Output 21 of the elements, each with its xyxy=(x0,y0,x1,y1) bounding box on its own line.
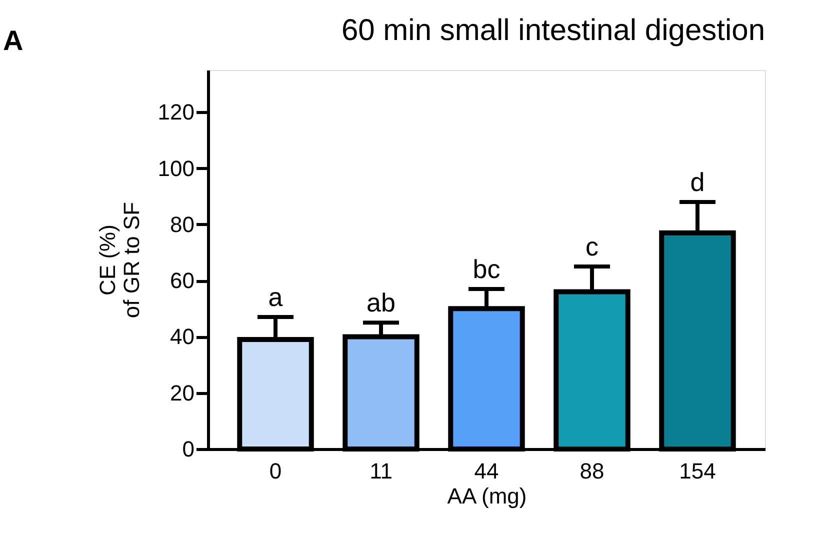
y-tick-label: 120 xyxy=(158,100,194,125)
chart-title: 60 min small intestinal digestion xyxy=(341,14,765,47)
y-axis-title: CE (%) of GR to SF xyxy=(94,202,144,318)
x-axis-title: AA (mg) xyxy=(447,484,527,508)
annotation: bc xyxy=(472,254,500,284)
y-tick-label: 0 xyxy=(182,436,194,462)
x-tick-label: 0 xyxy=(269,458,282,484)
annotation: d xyxy=(690,166,705,197)
x-tick-label: 44 xyxy=(474,458,499,484)
annotation: a xyxy=(268,282,284,312)
x-tick-label: 154 xyxy=(679,458,716,484)
y-tick-label: 20 xyxy=(170,380,194,406)
annotation: c xyxy=(585,232,598,262)
annotation: ab xyxy=(366,288,396,318)
y-tick-label: 60 xyxy=(170,268,194,294)
x-tick-label: 11 xyxy=(370,458,392,484)
text: A xyxy=(3,25,24,56)
y-tick-label: 80 xyxy=(170,212,194,237)
y-tick-label: 100 xyxy=(158,156,194,181)
y-tick-label: 40 xyxy=(170,324,194,350)
x-tick-label: 88 xyxy=(580,458,604,484)
